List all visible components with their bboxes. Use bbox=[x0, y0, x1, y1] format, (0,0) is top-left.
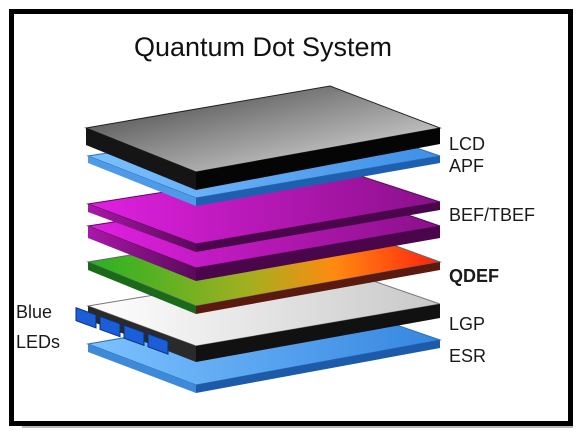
blue-leds bbox=[75, 306, 169, 355]
label-bef-tbef: BEF/TBEF bbox=[449, 205, 535, 225]
lcd-layer bbox=[84, 85, 442, 190]
led-1 bbox=[75, 306, 97, 329]
led-3 bbox=[123, 324, 145, 347]
label-blue-leds-line2: LEDs bbox=[16, 332, 60, 352]
led-2 bbox=[99, 315, 121, 338]
led-4 bbox=[147, 333, 169, 355]
bef-upper-layer bbox=[86, 165, 441, 252]
label-esr: ESR bbox=[449, 346, 486, 366]
diagram-title: Quantum Dot System bbox=[134, 32, 392, 62]
label-lgp: LGP bbox=[449, 314, 485, 334]
label-blue-leds-line1: Blue bbox=[16, 302, 52, 322]
label-qdef: QDEF bbox=[449, 266, 499, 286]
label-apf: APF bbox=[449, 156, 484, 176]
label-lcd: LCD bbox=[449, 134, 485, 154]
